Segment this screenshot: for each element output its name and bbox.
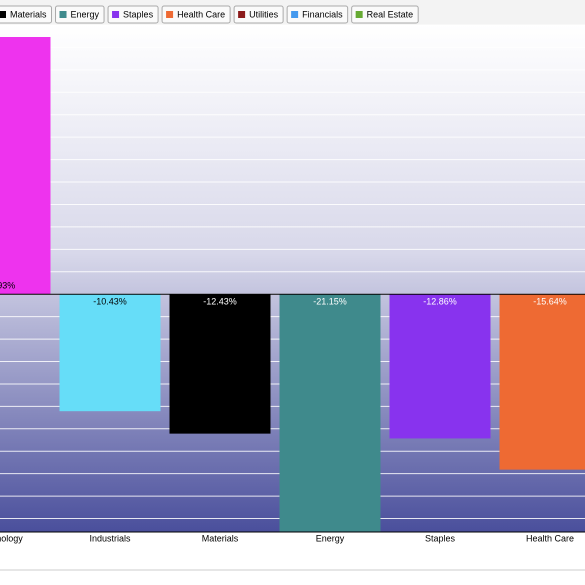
data-label: -15.64% <box>533 297 567 307</box>
legend-item: Real Estate <box>351 5 419 24</box>
bar <box>169 294 271 434</box>
legend-label: Energy <box>71 9 100 19</box>
x-tick-label: Health Care <box>526 533 574 543</box>
legend-label: Financials <box>302 9 343 19</box>
bar <box>389 294 491 439</box>
x-tick-label: Technology <box>0 533 23 543</box>
legend-item: Staples <box>107 5 159 24</box>
legend-swatch <box>355 11 363 18</box>
legend-box <box>55 5 105 24</box>
bar <box>279 294 381 532</box>
legend-item: Financials <box>286 5 349 24</box>
legend-label: Staples <box>123 9 154 19</box>
legend-item: Energy <box>55 5 105 24</box>
legend-item: Health Care <box>161 5 231 24</box>
legend-box <box>107 5 159 24</box>
legend: Materials Energy Staples Health Care Utiliti… <box>0 5 419 24</box>
data-label: -21.15% <box>313 297 347 307</box>
x-tick-label: Staples <box>425 533 456 543</box>
legend-swatch <box>166 11 174 18</box>
data-label: -12.43% <box>203 297 237 307</box>
data-label: 22.93% <box>0 281 15 291</box>
legend-item: Utilities <box>233 5 284 24</box>
data-label: -12.86% <box>423 297 457 307</box>
legend-swatch <box>59 11 67 18</box>
bar <box>499 294 585 470</box>
legend-box <box>0 5 53 24</box>
bar <box>59 294 161 412</box>
x-tick-label: Industrials <box>89 533 131 543</box>
legend-box <box>161 5 231 24</box>
legend-swatch <box>112 11 120 18</box>
legend-label: Utilities <box>249 9 279 19</box>
legend-label: Real Estate <box>367 9 414 19</box>
legend-label: Materials <box>10 9 47 19</box>
bars: 22.93% Technology -10.43% Industrials -12.43… <box>0 37 585 543</box>
legend-item: Materials <box>0 5 53 24</box>
x-tick-label: Energy <box>316 533 345 543</box>
legend-box <box>351 5 419 24</box>
x-tick-label: Materials <box>202 533 239 543</box>
legend-box <box>286 5 349 24</box>
legend-swatch <box>291 11 299 18</box>
bar <box>0 37 51 295</box>
data-label: -10.43% <box>93 297 127 307</box>
legend-box <box>233 5 284 24</box>
legend-swatch <box>0 11 6 18</box>
legend-label: Health Care <box>177 9 225 19</box>
legend-swatch <box>238 11 246 18</box>
